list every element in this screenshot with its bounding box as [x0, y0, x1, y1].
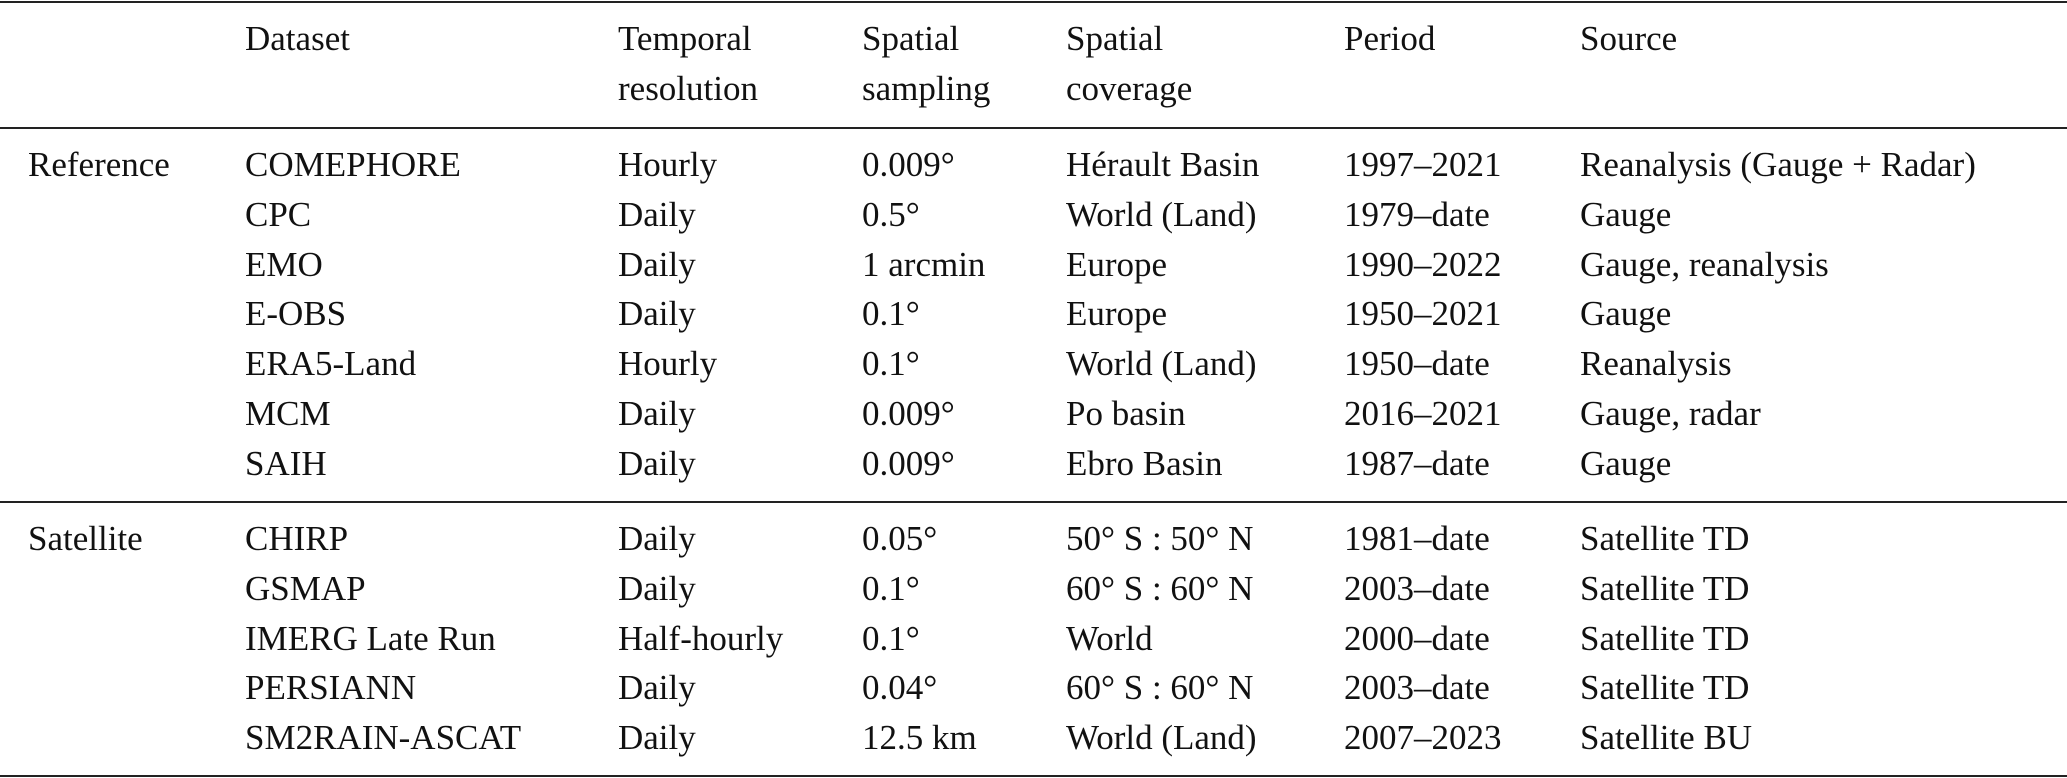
header-rule — [0, 127, 2067, 129]
period-cell: 1997–2021 — [1344, 145, 1502, 184]
period-cell: 1990–2022 — [1344, 244, 1502, 284]
table-row: IMERG Late Run Half-hourly 0.1° World 2000–d… — [0, 614, 2067, 664]
temporal-resolution-cell: Daily — [618, 443, 696, 483]
period-cell: 2003–date — [1344, 668, 1490, 708]
period-cell: 2000–date — [1344, 618, 1490, 658]
dataset-cell: SAIH — [245, 443, 327, 483]
temporal-resolution-cell: Daily — [618, 194, 696, 234]
source-cell: Reanalysis — [1580, 344, 1732, 384]
table-row: CPC Daily 0.5° World (Land) 1979–date Gauge — [0, 190, 2067, 240]
source-cell: Satellite TD — [1580, 618, 1750, 658]
spatial-coverage-cell: Hérault Basin — [1066, 145, 1260, 184]
dataset-cell: ERA5-Land — [245, 344, 417, 384]
table-row: PERSIANN Daily 0.04° 60° S : 60° N 2003–date… — [0, 663, 2067, 713]
table-bottom-rule — [0, 775, 2067, 777]
group-separator-rule — [0, 501, 2067, 503]
period-cell: 2016–2021 — [1344, 394, 1502, 433]
temporal-resolution-cell: Hourly — [618, 145, 718, 184]
dataset-cell: CPC — [245, 194, 312, 234]
period-cell: 1979–date — [1344, 194, 1490, 234]
temporal-resolution-cell: Daily — [618, 519, 696, 558]
source-cell: Gauge, reanalysis — [1580, 244, 1829, 284]
spatial-sampling-cell: 0.009° — [862, 394, 955, 433]
period-cell: 2003–date — [1344, 568, 1490, 608]
dataset-cell: GSMAP — [245, 568, 366, 608]
temporal-resolution-cell: Half-hourly — [618, 618, 784, 658]
spatial-sampling-cell: 0.5° — [862, 194, 920, 234]
header-dataset: Dataset — [245, 19, 350, 58]
temporal-resolution-cell: Daily — [618, 718, 696, 758]
dataset-cell: IMERG Late Run — [245, 618, 496, 658]
table-row: MCM Daily 0.009° Po basin 2016–2021 Gauge, ra… — [0, 389, 2067, 439]
spatial-coverage-cell: 50° S : 50° N — [1066, 519, 1254, 558]
period-cell: 1981–date — [1344, 519, 1490, 558]
dataset-cell: CHIRP — [245, 519, 349, 558]
table-row: ERA5-Land Hourly 0.1° World (Land) 1950–date… — [0, 339, 2067, 389]
temporal-resolution-cell: Daily — [618, 668, 696, 708]
spatial-sampling-cell: 0.009° — [862, 145, 955, 184]
table-top-rule — [0, 1, 2067, 3]
table-row: EMO Daily 1 arcmin Europe 1990–2022 Gauge, re… — [0, 240, 2067, 290]
header-temporal-resolution: Temporal resolution — [618, 19, 758, 108]
period-cell: 1950–2021 — [1344, 294, 1502, 334]
spatial-coverage-cell: Europe — [1066, 294, 1168, 334]
spatial-sampling-cell: 0.1° — [862, 344, 920, 384]
source-cell: Satellite TD — [1580, 568, 1750, 608]
spatial-coverage-cell: World (Land) — [1066, 344, 1257, 384]
source-cell: Satellite TD — [1580, 519, 1750, 558]
period-cell: 1950–date — [1344, 344, 1490, 384]
source-cell: Gauge — [1580, 443, 1672, 483]
header-spatial-sampling: Spatial sampling — [862, 19, 991, 108]
table-row: GSMAP Daily 0.1° 60° S : 60° N 2003–date Sate… — [0, 564, 2067, 614]
table-row: CHIRP Daily 0.05° 50° S : 50° N 1981–date Sat… — [0, 514, 2067, 564]
header-spatial-coverage: Spatial coverage — [1066, 19, 1193, 108]
spatial-coverage-cell: Po basin — [1066, 394, 1186, 433]
source-cell: Reanalysis (Gauge + Radar) — [1580, 145, 1976, 184]
source-cell: Gauge — [1580, 194, 1672, 234]
spatial-coverage-cell: World — [1066, 618, 1153, 658]
spatial-sampling-cell: 0.1° — [862, 568, 920, 608]
group-label-reference: Reference — [28, 145, 170, 184]
spatial-sampling-cell: 0.05° — [862, 519, 938, 558]
period-cell: 1987–date — [1344, 443, 1490, 483]
temporal-resolution-cell: Hourly — [618, 344, 718, 384]
source-cell: Satellite BU — [1580, 718, 1753, 758]
dataset-cell: EMO — [245, 244, 323, 284]
source-cell: Gauge, radar — [1580, 394, 1761, 433]
spatial-sampling-cell: 0.1° — [862, 618, 920, 658]
header-period: Period — [1344, 19, 1436, 58]
source-cell: Satellite TD — [1580, 668, 1750, 708]
spatial-coverage-cell: 60° S : 60° N — [1066, 668, 1254, 708]
dataset-cell: PERSIANN — [245, 668, 417, 708]
spatial-sampling-cell: 12.5 km — [862, 718, 977, 758]
group-label-satellite: Satellite — [28, 519, 143, 558]
source-cell: Gauge — [1580, 294, 1672, 334]
table-row: SAIH Daily 0.009° Ebro Basin 1987–date Gauge — [0, 439, 2067, 489]
header-source: Source — [1580, 19, 1678, 58]
dataset-cell: MCM — [245, 394, 331, 433]
table-row: E-OBS Daily 0.1° Europe 1950–2021 Gauge — [0, 289, 2067, 339]
spatial-sampling-cell: 1 arcmin — [862, 244, 986, 284]
temporal-resolution-cell: Daily — [618, 294, 696, 334]
spatial-sampling-cell: 0.1° — [862, 294, 920, 334]
spatial-coverage-cell: Ebro Basin — [1066, 443, 1223, 483]
spatial-sampling-cell: 0.009° — [862, 443, 955, 483]
table-row: SM2RAIN-ASCAT Daily 12.5 km World (Land) 200… — [0, 713, 2067, 763]
table-row: COMEPHORE Hourly 0.009° Hérault Basin 1997–2… — [0, 140, 2067, 190]
spatial-sampling-cell: 0.04° — [862, 668, 938, 708]
period-cell: 2007–2023 — [1344, 718, 1502, 758]
dataset-cell: SM2RAIN-ASCAT — [245, 718, 522, 758]
dataset-cell: E-OBS — [245, 294, 347, 334]
spatial-coverage-cell: World (Land) — [1066, 718, 1257, 758]
spatial-coverage-cell: 60° S : 60° N — [1066, 568, 1254, 608]
temporal-resolution-cell: Daily — [618, 394, 696, 433]
spatial-coverage-cell: Europe — [1066, 244, 1168, 284]
temporal-resolution-cell: Daily — [618, 568, 696, 608]
dataset-cell: COMEPHORE — [245, 145, 461, 184]
spatial-coverage-cell: World (Land) — [1066, 194, 1257, 234]
temporal-resolution-cell: Daily — [618, 244, 696, 284]
